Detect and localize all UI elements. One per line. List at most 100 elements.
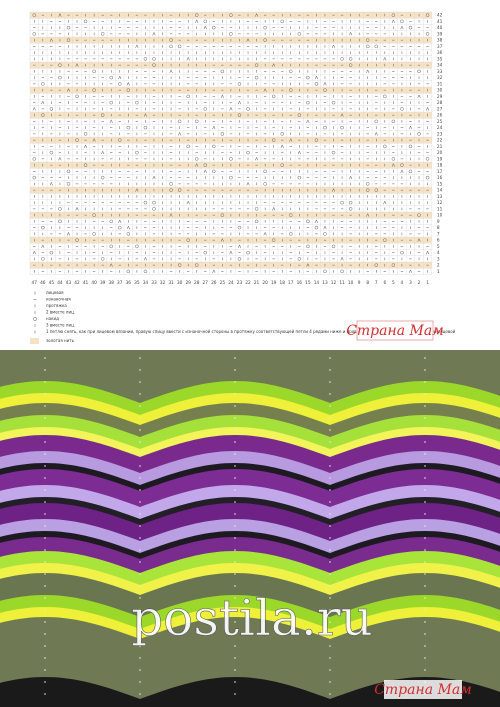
row-number: 13 bbox=[437, 194, 443, 200]
yarn-over-symbols bbox=[49, 107, 404, 111]
column-number: 41 bbox=[83, 280, 89, 286]
yarn-over-symbols bbox=[32, 175, 430, 180]
stitch-symbols bbox=[33, 225, 429, 230]
yarn-over-symbols bbox=[92, 69, 421, 74]
stitch-symbols bbox=[33, 119, 429, 123]
yarn-over-symbols bbox=[32, 13, 430, 17]
row-number: 41 bbox=[437, 19, 443, 25]
yarn-over-symbols bbox=[66, 38, 370, 42]
stitch-symbols bbox=[34, 112, 428, 117]
column-number: 20 bbox=[262, 280, 268, 286]
row-number: 23 bbox=[437, 131, 443, 137]
yarn-over-symbols bbox=[58, 219, 310, 224]
row-number: 34 bbox=[437, 63, 443, 69]
yarn-over-symbols bbox=[169, 44, 379, 49]
legend-swatch bbox=[30, 338, 39, 344]
yarn-over-symbols bbox=[169, 188, 379, 192]
watermark-text: Страна Мам bbox=[374, 682, 472, 698]
legend-label: лицевая bbox=[46, 290, 64, 295]
row-number: 14 bbox=[437, 188, 443, 194]
grid-lines bbox=[29, 11, 433, 275]
stitch-symbols bbox=[34, 162, 428, 167]
yarn-stripe bbox=[0, 677, 500, 707]
row-number: 33 bbox=[437, 69, 443, 75]
yarn-over-symbols bbox=[83, 19, 404, 24]
column-number: 42 bbox=[74, 280, 80, 286]
yarn-over-symbols bbox=[58, 207, 353, 211]
stitch-symbols bbox=[41, 156, 420, 161]
stitch-symbols bbox=[34, 231, 428, 236]
stitch-symbols bbox=[33, 244, 429, 248]
column-number: 19 bbox=[271, 280, 277, 286]
stitch-symbols bbox=[33, 262, 429, 267]
column-number: 14 bbox=[314, 280, 320, 286]
column-number: 3 bbox=[409, 280, 412, 286]
row-number: 3 bbox=[437, 256, 440, 262]
column-number: 40 bbox=[91, 280, 97, 286]
column-number: 21 bbox=[254, 280, 260, 286]
column-number: 33 bbox=[151, 280, 157, 286]
row-number: 17 bbox=[437, 169, 443, 175]
row-number: 10 bbox=[437, 213, 443, 219]
stitch-symbols bbox=[33, 44, 429, 48]
row-number: 27 bbox=[437, 106, 443, 112]
row-number: 37 bbox=[437, 44, 443, 50]
watermark-text: Страна Мам bbox=[346, 323, 444, 339]
column-number: 46 bbox=[40, 280, 46, 286]
gold-row bbox=[30, 12, 432, 19]
row-number: 22 bbox=[437, 138, 443, 144]
legend-label: протяжка bbox=[46, 303, 67, 308]
yarn-over-symbols bbox=[143, 200, 353, 205]
row-number: 5 bbox=[437, 244, 440, 250]
yarn-over-symbols bbox=[75, 94, 387, 99]
yarn-over-symbols bbox=[32, 32, 430, 36]
legend-label: изнаночная bbox=[46, 297, 71, 302]
column-number: 28 bbox=[194, 280, 200, 286]
column-number: 8 bbox=[366, 280, 369, 286]
watermark-postila: postila.ru bbox=[131, 589, 373, 647]
row-number: 28 bbox=[437, 100, 443, 106]
yarn-over-symbols bbox=[109, 100, 336, 105]
yarn-over-symbols bbox=[177, 119, 396, 124]
column-number: 7 bbox=[375, 280, 378, 286]
row-number: 2 bbox=[437, 263, 440, 269]
stitch-symbols bbox=[34, 94, 428, 98]
column-number: 43 bbox=[66, 280, 72, 286]
legend-label: 2 вместе лиц. bbox=[46, 310, 75, 315]
stitch-symbols bbox=[34, 256, 428, 261]
yarn-over-symbols bbox=[126, 269, 344, 274]
watermark-top: Страна Мам bbox=[346, 320, 444, 341]
stitch-symbols bbox=[34, 200, 428, 205]
stitch-symbols bbox=[33, 25, 429, 30]
yarn-over-symbols bbox=[32, 157, 430, 161]
yarn-over-symbols bbox=[41, 82, 319, 86]
knitting-chart: 4241403938373635343332313029282726252423… bbox=[29, 11, 443, 286]
row-number: 11 bbox=[437, 206, 443, 212]
row-number: 30 bbox=[437, 88, 443, 94]
column-number: 30 bbox=[177, 280, 183, 286]
stitch-symbols bbox=[34, 37, 428, 42]
stitch-symbols bbox=[34, 19, 428, 23]
stitch-symbols bbox=[32, 106, 430, 111]
column-number: 47 bbox=[32, 280, 38, 286]
column-number: 6 bbox=[383, 280, 386, 286]
stitch-symbols bbox=[34, 56, 428, 61]
yarn-over-symbols bbox=[92, 232, 327, 236]
column-number: 13 bbox=[322, 280, 328, 286]
row-number: 8 bbox=[437, 225, 440, 231]
stitch-symbols bbox=[34, 212, 428, 217]
row-number: 32 bbox=[437, 75, 443, 81]
stitch-symbols bbox=[33, 169, 429, 173]
stitch-symbols bbox=[33, 137, 429, 142]
stitch-symbols bbox=[34, 269, 428, 273]
row-number: 7 bbox=[437, 231, 440, 237]
yarn-over-symbols bbox=[83, 163, 404, 167]
row-number: 36 bbox=[437, 50, 443, 56]
row-number: 16 bbox=[437, 175, 443, 181]
yarn-over-symbols bbox=[75, 138, 319, 142]
yarn-over-symbols bbox=[41, 225, 319, 230]
row-number: 42 bbox=[437, 13, 443, 19]
